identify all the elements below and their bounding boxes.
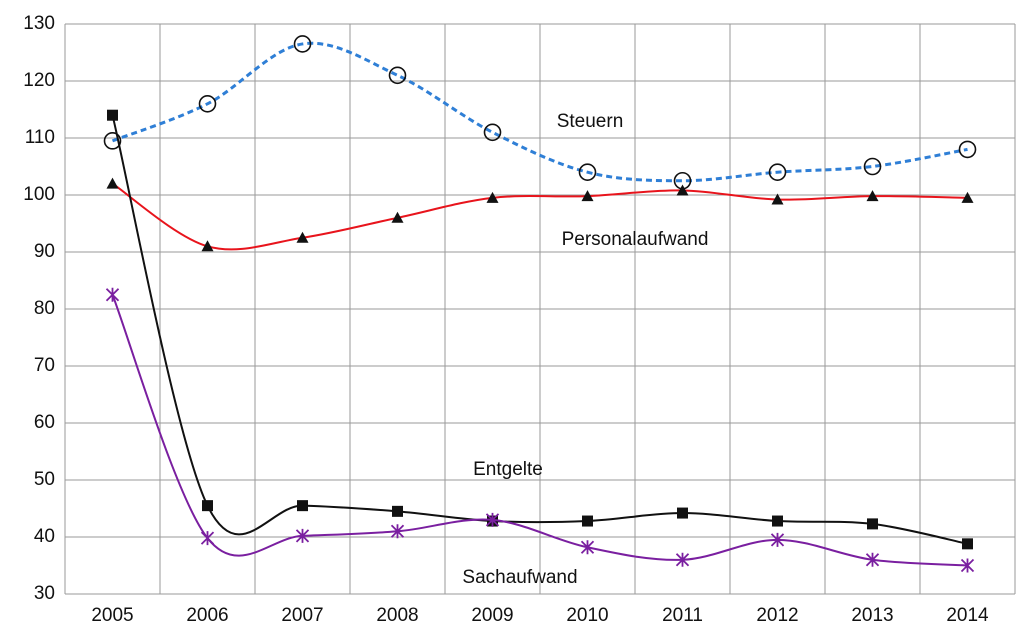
x-tick-label: 2013	[851, 605, 893, 626]
marker	[390, 524, 405, 539]
marker	[866, 190, 879, 202]
line	[111, 182, 968, 251]
marker	[768, 163, 787, 181]
series: Steuern	[103, 35, 977, 190]
marker	[105, 287, 120, 302]
series: Personalaufwand	[106, 177, 974, 252]
x-tick-label: 2007	[281, 605, 323, 626]
y-tick-label: 90	[34, 241, 55, 262]
marker	[295, 528, 310, 543]
marker	[962, 538, 973, 550]
x-tick-label: 2005	[91, 605, 133, 626]
marker	[960, 558, 975, 573]
marker	[581, 190, 594, 202]
y-tick-label: 50	[34, 469, 55, 490]
marker	[391, 211, 404, 223]
marker	[388, 66, 407, 85]
y-tick-label: 30	[34, 583, 55, 604]
series: Sachaufwand	[105, 287, 975, 588]
series-label: Sachaufwand	[462, 567, 577, 588]
x-tick-label: 2009	[471, 605, 513, 626]
y-tick-label: 60	[34, 412, 55, 433]
y-tick-label: 80	[34, 298, 55, 319]
marker	[580, 540, 595, 555]
marker	[483, 123, 502, 142]
series: Entgelte	[107, 109, 973, 550]
marker	[198, 95, 217, 113]
marker	[961, 191, 974, 203]
marker	[771, 193, 784, 205]
marker	[107, 109, 118, 121]
marker	[392, 505, 403, 517]
series-label: Entgelte	[473, 459, 543, 480]
y-tick-label: 40	[34, 526, 55, 547]
marker	[865, 552, 880, 567]
y-tick-label: 130	[23, 13, 55, 34]
marker	[106, 177, 119, 189]
y-tick-label: 70	[34, 355, 55, 376]
series-label: Steuern	[557, 111, 624, 132]
marker	[958, 140, 977, 159]
marker	[770, 532, 785, 547]
marker	[486, 191, 499, 203]
marker	[867, 518, 878, 530]
series-label: Personalaufwand	[562, 229, 709, 250]
marker	[200, 531, 215, 546]
marker	[675, 552, 690, 567]
marker	[296, 231, 309, 243]
marker	[201, 240, 214, 252]
marker	[863, 157, 882, 176]
x-tick-label: 2014	[946, 605, 989, 626]
marker	[297, 500, 308, 512]
x-tick-label: 2011	[662, 605, 703, 626]
marker	[293, 35, 312, 53]
marker	[103, 132, 122, 150]
y-tick-label: 100	[23, 184, 55, 205]
y-tick-label: 120	[23, 70, 55, 91]
marker	[676, 184, 689, 196]
y-tick-label: 110	[25, 127, 55, 148]
marker	[677, 507, 688, 519]
marker	[772, 515, 783, 527]
marker	[485, 512, 500, 527]
x-tick-label: 2010	[566, 605, 608, 626]
line	[111, 41, 968, 183]
x-tick-label: 2008	[376, 605, 418, 626]
x-tick-label: 2006	[186, 605, 228, 626]
marker	[582, 515, 593, 527]
x-tick-label: 2012	[756, 605, 798, 626]
marker	[578, 163, 597, 181]
marker	[202, 500, 213, 512]
